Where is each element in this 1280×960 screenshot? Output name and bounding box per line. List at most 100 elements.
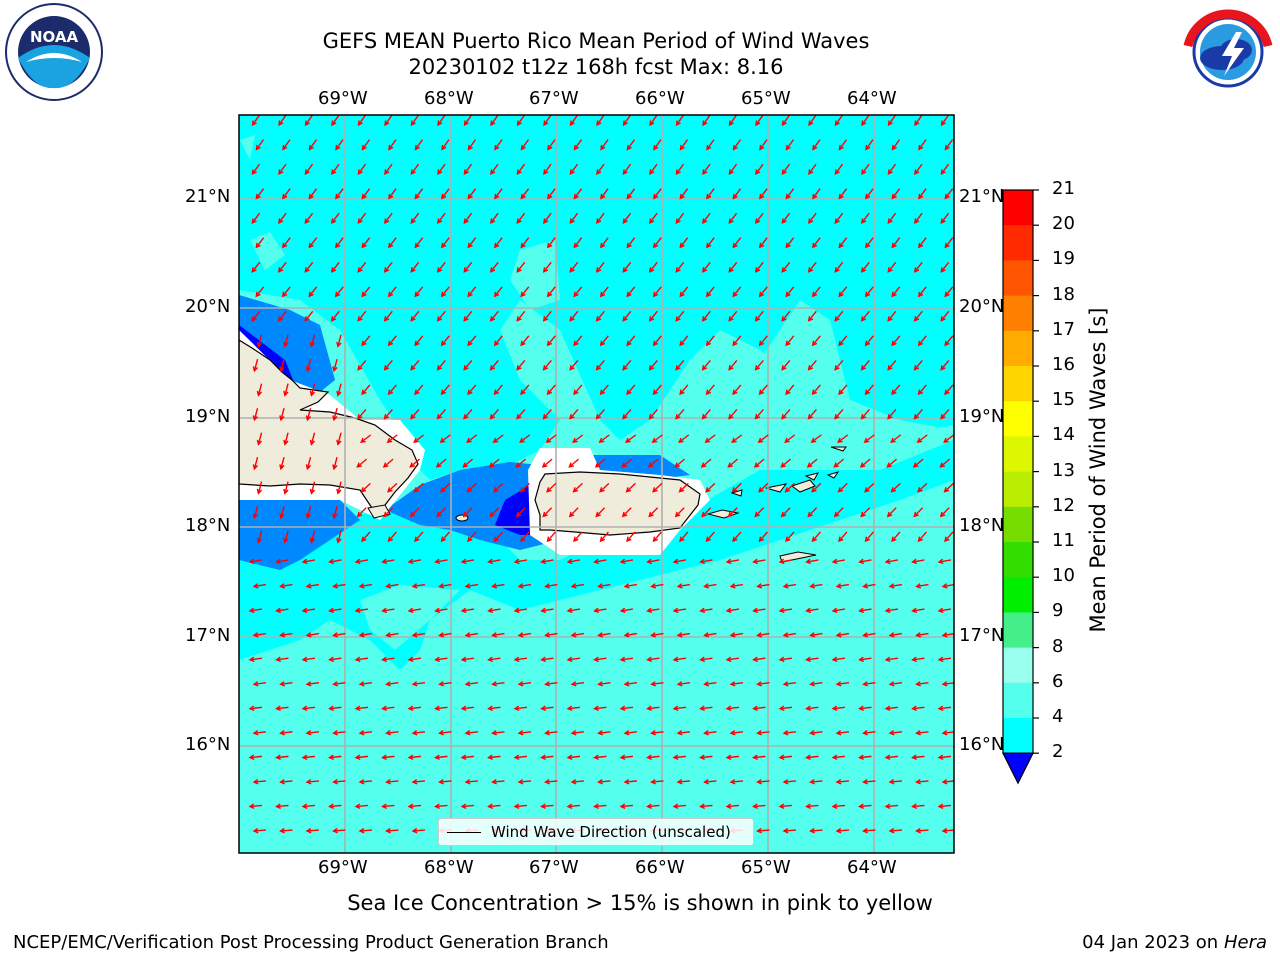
period-2-4-west	[239, 500, 360, 570]
wind-wave-arrow-head	[434, 754, 440, 761]
wind-wave-arrow	[408, 706, 422, 710]
wind-wave-arrow	[938, 706, 952, 710]
sea-ice-note: Sea Ice Concentration > 15% is shown in …	[347, 891, 933, 915]
wind-wave-arrow	[938, 559, 952, 563]
lat-label-left: 19°N	[185, 406, 231, 427]
wind-wave-arrow-head	[572, 437, 578, 444]
wind-wave-arrow	[753, 755, 766, 759]
wind-wave-arrow	[916, 632, 929, 637]
wind-wave-arrow	[755, 163, 764, 175]
wind-wave-arrow	[673, 559, 687, 563]
wind-wave-arrow-head	[752, 754, 758, 761]
wind-wave-arrow-head	[812, 144, 818, 151]
wind-wave-arrow-head	[886, 511, 893, 518]
wind-wave-arrow-head	[650, 730, 656, 736]
wind-wave-arrow	[494, 286, 503, 297]
wind-wave-arrow	[541, 804, 554, 808]
wind-wave-arrow	[785, 482, 795, 493]
wind-wave-arrow	[569, 359, 579, 371]
wind-wave-arrow	[280, 682, 293, 685]
wind-wave-arrow-head	[917, 340, 924, 347]
wind-wave-arrow-head	[546, 340, 553, 347]
wind-wave-arrow	[329, 559, 342, 563]
wind-wave-arrow	[942, 633, 954, 637]
wind-wave-arrow	[836, 731, 850, 734]
wind-wave-arrow-head	[332, 827, 338, 834]
wind-wave-arrow-head	[778, 607, 785, 614]
wind-wave-arrow	[626, 139, 636, 150]
wind-wave-arrow	[249, 706, 263, 710]
wind-wave-arrow-head	[384, 218, 390, 224]
wind-wave-arrow	[785, 139, 795, 150]
wind-wave-arrow-head	[595, 365, 602, 371]
wind-wave-arrow-head	[252, 681, 259, 687]
colorbar-tick-label: 21	[1052, 178, 1075, 199]
wind-wave-arrow-head	[434, 607, 441, 614]
wind-wave-arrow	[441, 286, 450, 297]
wind-wave-arrow-head	[782, 730, 789, 736]
wind-wave-arrow-head	[361, 193, 367, 200]
wind-wave-arrow-head	[279, 827, 285, 834]
wind-wave-arrow-head	[831, 803, 838, 809]
wind-wave-arrow-head	[915, 827, 921, 834]
wind-wave-arrow-head	[809, 632, 816, 638]
wind-wave-arrow	[333, 682, 346, 685]
wind-wave-arrow	[728, 409, 738, 419]
wind-wave-arrow-head	[622, 267, 628, 273]
wind-wave-arrow	[652, 482, 663, 493]
wind-wave-arrow-head	[573, 389, 579, 396]
wind-wave-arrow-head	[460, 705, 467, 712]
wind-wave-arrow-head	[834, 267, 840, 273]
wind-wave-arrow	[359, 632, 373, 637]
wind-wave-arrow-head	[304, 120, 310, 127]
wind-wave-arrow	[834, 115, 844, 126]
wind-wave-arrow-head	[252, 415, 259, 422]
wind-wave-arrow-head	[464, 778, 471, 785]
wind-wave-arrow-head	[489, 365, 496, 371]
wind-wave-arrow-head	[623, 681, 630, 687]
wind-wave-arrow-head	[597, 583, 604, 589]
wind-wave-arrow-head	[520, 193, 526, 200]
wind-wave-arrow	[938, 804, 952, 808]
wind-wave-arrow-head	[781, 267, 787, 273]
wind-wave-arrow	[488, 706, 501, 710]
wind-wave-arrow	[942, 829, 954, 832]
wind-wave-arrow	[461, 755, 475, 759]
wind-wave-arrow	[463, 261, 473, 273]
wind-wave-arrow	[753, 706, 766, 710]
wind-wave-arrow	[249, 755, 263, 759]
wind-wave-arrow	[276, 608, 289, 612]
wind-wave-arrow-head	[542, 316, 549, 322]
wind-wave-arrow-head	[891, 340, 897, 347]
wind-wave-arrow	[280, 506, 285, 518]
wind-wave-arrow-head	[542, 413, 549, 420]
wind-wave-arrow	[812, 286, 821, 297]
wind-wave-arrow	[758, 482, 769, 493]
wind-wave-arrow-head	[463, 413, 469, 420]
wind-wave-arrow	[838, 482, 848, 493]
wind-wave-arrow-head	[811, 340, 818, 347]
wind-wave-arrow-head	[785, 389, 791, 396]
wind-wave-arrow-head	[489, 511, 495, 518]
wind-wave-arrow-head	[573, 536, 579, 543]
wind-wave-arrow-head	[494, 193, 500, 200]
wind-wave-arrow	[600, 188, 609, 199]
wind-wave-arrow	[547, 384, 556, 395]
wind-wave-arrow-head	[914, 169, 920, 176]
wind-wave-arrow	[624, 583, 638, 588]
wind-wave-arrow-head	[858, 754, 864, 761]
wind-wave-arrow	[257, 383, 263, 396]
wind-wave-arrow	[600, 237, 609, 248]
wind-wave-arrow-head	[407, 607, 414, 614]
wind-wave-arrow-head	[305, 778, 312, 785]
wind-wave-arrow	[944, 482, 954, 493]
wind-wave-arrow	[331, 163, 340, 175]
wind-wave-arrow-head	[248, 607, 255, 614]
wind-wave-arrow	[649, 212, 658, 224]
wind-wave-arrow-head	[407, 803, 414, 809]
colorbar-band	[1003, 366, 1033, 402]
wind-wave-arrow-head	[652, 291, 659, 298]
wind-wave-arrow-head	[594, 462, 601, 468]
wind-wave-arrow-head	[569, 120, 575, 127]
wind-wave-arrow	[516, 163, 526, 175]
